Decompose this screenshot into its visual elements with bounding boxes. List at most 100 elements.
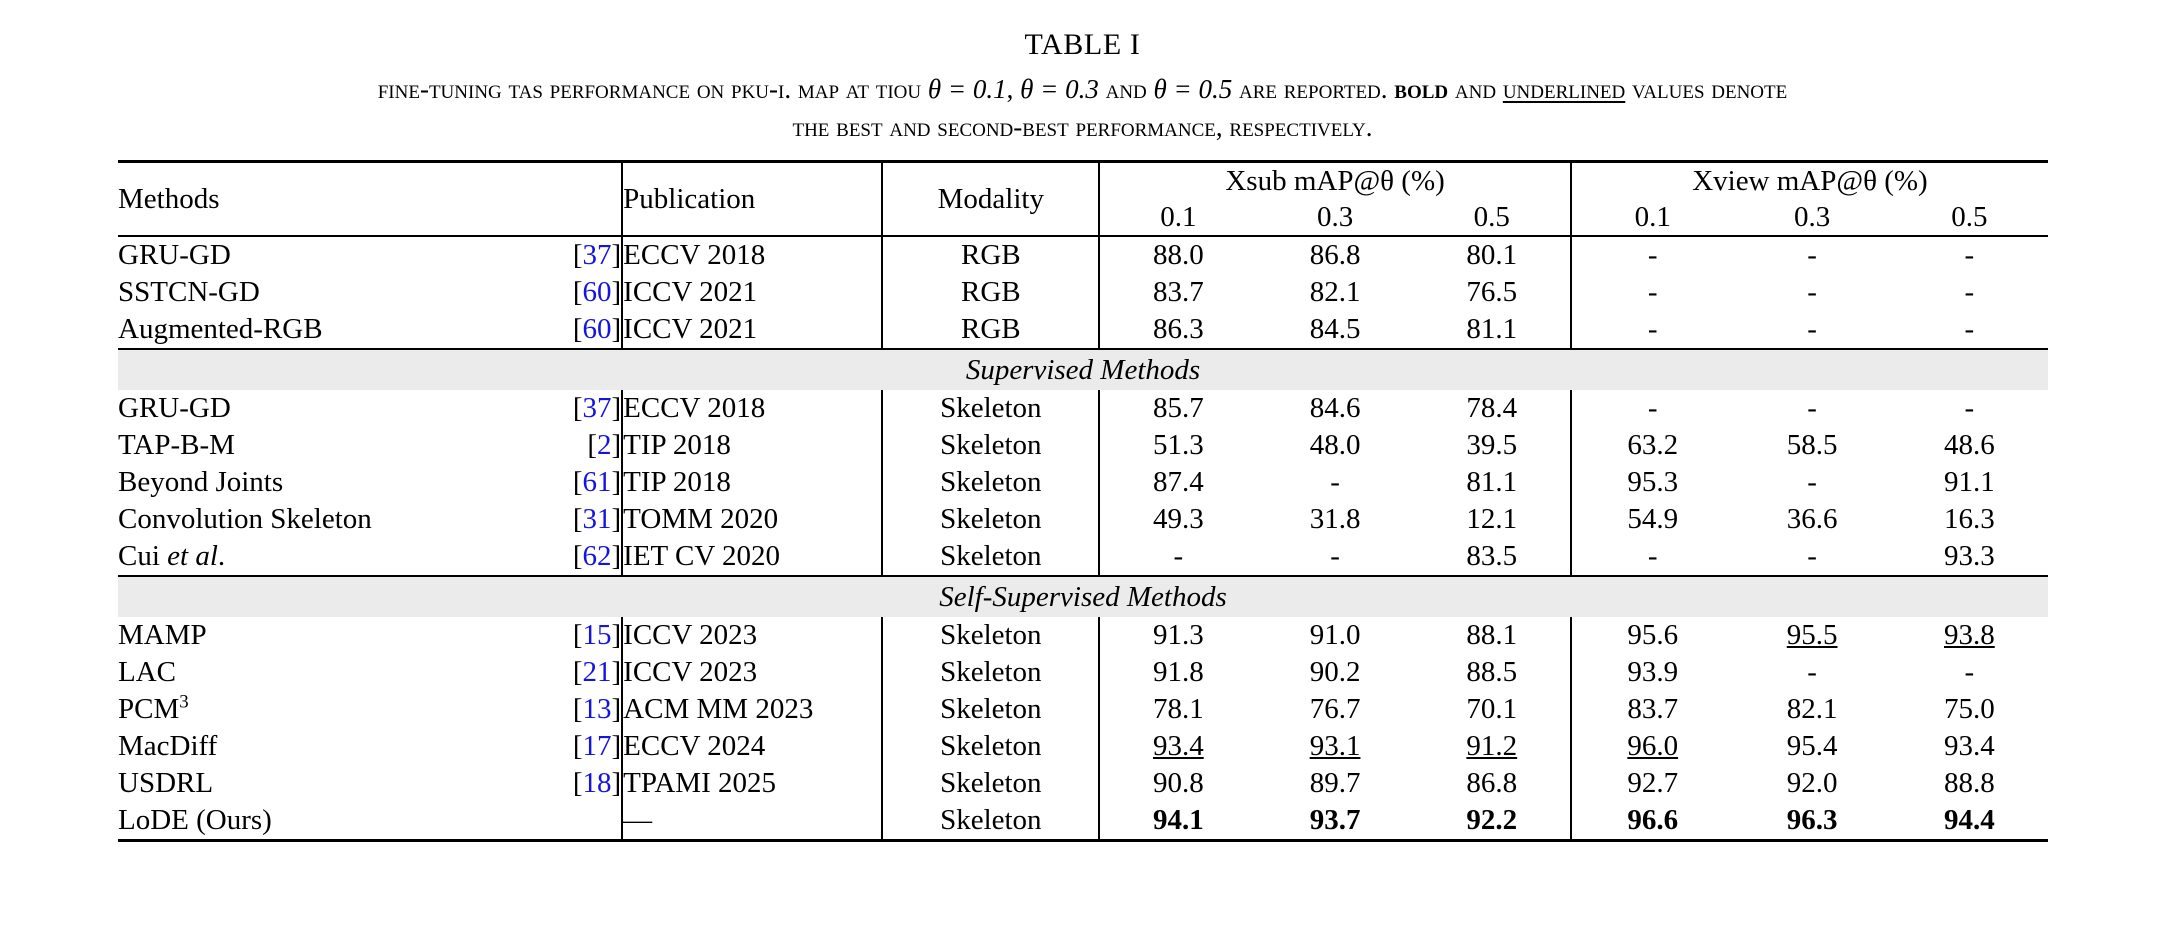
cell-xview-0.5: 91.1	[1891, 464, 2048, 501]
cell-publication: TOMM 2020	[621, 501, 883, 538]
header-xsub-t03: 0.3	[1316, 200, 1354, 233]
cell-xsub-0.3: -	[1256, 538, 1413, 576]
cell-publication: ICCV 2023	[621, 654, 883, 691]
cell-xsub-0.5: 39.5	[1414, 427, 1571, 464]
cell-xview-0.1: 96.0	[1569, 728, 1734, 765]
cell-xsub-0.1: 86.3	[1098, 311, 1257, 349]
cell-xview-0.3: 82.1	[1734, 691, 1891, 728]
cell-xview-0.5: 75.0	[1891, 691, 2048, 728]
value: 88.8	[1943, 767, 1995, 799]
cell-citation[interactable]: [37]	[572, 392, 622, 424]
cell-citation[interactable]: [13]	[572, 693, 622, 725]
header-cite-spacer	[519, 163, 622, 236]
cell-xsub-0.3: 89.7	[1256, 765, 1413, 802]
value: -	[1807, 656, 1817, 688]
cell-method: LAC	[118, 656, 176, 688]
cell-citation[interactable]: [62]	[572, 540, 622, 572]
value: 63.2	[1627, 429, 1679, 461]
cell-method: USDRL	[118, 767, 214, 799]
value: 78.1	[1152, 693, 1204, 725]
cell-modality: Skeleton	[881, 501, 1100, 538]
caption-seg-7: and	[1448, 73, 1503, 104]
cell-citation[interactable]: [17]	[572, 730, 622, 762]
value: 86.8	[1466, 767, 1518, 799]
value: 80.1	[1466, 239, 1518, 271]
caption-line-1: Fine-tuning TAS performance on PKU-I. mA…	[30, 70, 2135, 108]
cell-xview-0.3: -	[1734, 274, 1891, 311]
cell-xview-0.5: -	[1891, 274, 2048, 311]
cell-xsub-0.3: 31.8	[1256, 501, 1413, 538]
value: 96.6	[1627, 804, 1679, 836]
cell-method: Cui et al.	[118, 540, 226, 572]
cell-xsub-0.1: 51.3	[1098, 427, 1257, 464]
results-table-wrap: Methods Publication Modality Xsub mAP@θ …	[118, 160, 2048, 843]
value: 93.9	[1627, 656, 1679, 688]
value: 95.6	[1627, 619, 1679, 651]
value: 81.1	[1466, 313, 1518, 345]
cell-xsub-0.5: 70.1	[1414, 691, 1571, 728]
cell-xsub-0.5: 91.2	[1414, 728, 1571, 765]
cell-xsub-0.5: 76.5	[1414, 274, 1571, 311]
value: 92.7	[1627, 767, 1679, 799]
cell-xview-0.1: 92.7	[1569, 765, 1734, 802]
cell-xview-0.3: -	[1734, 237, 1891, 274]
cell-xsub-0.3: -	[1256, 464, 1413, 501]
cell-xsub-0.5: 81.1	[1414, 311, 1571, 349]
cell-citation[interactable]: [31]	[572, 503, 622, 535]
caption-seg-bold: Bold	[1394, 73, 1449, 104]
caption-seg-dataset: PKU-I	[731, 73, 785, 104]
cell-method: Convolution Skeleton	[118, 503, 372, 535]
cell-publication: ICCV 2021	[621, 274, 883, 311]
cell-method: Augmented-RGB	[118, 313, 323, 345]
value: -	[1807, 466, 1817, 498]
cell-citation[interactable]: [15]	[572, 619, 622, 651]
value: 91.8	[1152, 656, 1204, 688]
cell-citation	[519, 802, 622, 841]
cell-method: MacDiff	[118, 730, 218, 762]
cell-xsub-0.1: 90.8	[1098, 765, 1257, 802]
value: -	[1964, 313, 1975, 345]
value: 93.4	[1152, 730, 1204, 762]
value: 94.4	[1943, 804, 1995, 836]
cell-citation[interactable]: [60]	[572, 276, 622, 308]
value: 12.1	[1466, 503, 1518, 535]
caption-seg-6: are reported.	[1232, 73, 1395, 104]
cell-method: SSTCN-GD	[118, 276, 260, 308]
header-xview-t05: 0.5	[1951, 200, 1988, 233]
cell-publication: ICCV 2023	[621, 617, 883, 654]
cell-citation[interactable]: [61]	[572, 466, 622, 498]
cell-publication: ECCV 2018	[621, 237, 883, 274]
cell-method: PCM3	[118, 691, 189, 725]
value: -	[1807, 313, 1817, 345]
cell-xview-0.5: 93.4	[1891, 728, 2048, 765]
cell-modality: RGB	[881, 311, 1100, 349]
cell-citation[interactable]: [37]	[572, 239, 622, 271]
table-row: LAC [21] ICCV 2023 Skeleton 91.8 90.2 88.5 93.9…	[118, 654, 2048, 691]
value: 83.5	[1466, 540, 1518, 572]
caption-seg-underlined: underlined	[1502, 73, 1626, 104]
cell-publication: ICCV 2021	[621, 311, 883, 349]
cell-xsub-0.3: 84.5	[1256, 311, 1413, 349]
caption-line-2: the best and second-best performance, re…	[792, 111, 1373, 142]
value: 82.1	[1309, 276, 1361, 308]
cell-xsub-0.3: 84.6	[1256, 390, 1413, 427]
section-header-row: Supervised Methods	[118, 350, 2048, 390]
header-methods: Methods	[118, 182, 220, 215]
cell-xview-0.1: 83.7	[1569, 691, 1734, 728]
cell-xview-0.5: -	[1891, 654, 2048, 691]
cell-xsub-0.5: 12.1	[1414, 501, 1571, 538]
cell-xsub-0.3: 93.7	[1256, 802, 1413, 841]
cell-citation[interactable]: [2]	[587, 429, 622, 461]
cell-xsub-0.5: 80.1	[1414, 237, 1571, 274]
table-row: Augmented-RGB [60] ICCV 2021 RGB 86.3 84.5 81.…	[118, 311, 2048, 349]
cell-publication: ECCV 2018	[621, 390, 883, 427]
cell-citation[interactable]: [60]	[572, 313, 622, 345]
table-body: GRU-GD [37] ECCV 2018 RGB 88.0 86.8 80.1- - - SST…	[118, 237, 2048, 841]
cell-method: GRU-GD	[118, 239, 231, 271]
cell-citation[interactable]: [21]	[572, 656, 622, 688]
cell-xview-0.5: 16.3	[1891, 501, 2048, 538]
cell-citation[interactable]: [18]	[572, 767, 622, 799]
value: -	[1330, 466, 1340, 498]
value: 58.5	[1786, 429, 1838, 461]
cell-xview-0.1: 95.3	[1569, 464, 1734, 501]
